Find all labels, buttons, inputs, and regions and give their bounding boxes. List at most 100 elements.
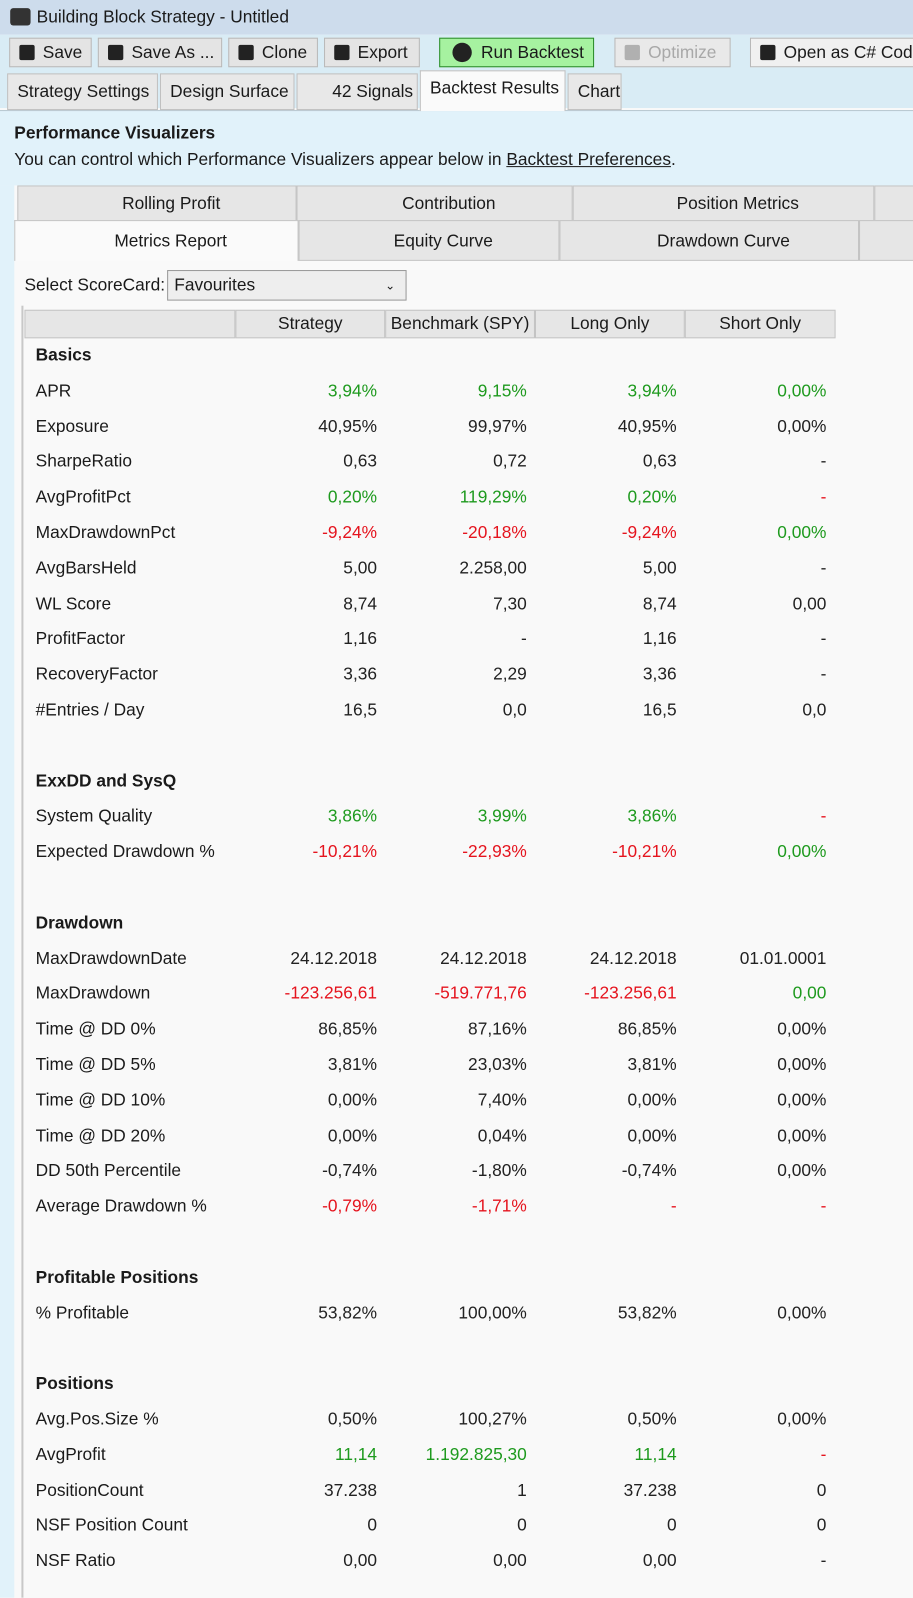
section-title: ExxDD and SysQ <box>35 770 177 791</box>
visualizer-tab[interactable]: Metrics Report <box>14 220 299 261</box>
metric-value: 11,14 <box>334 1444 378 1465</box>
metric-value: 0,0 <box>502 700 527 720</box>
metric-value: - <box>820 806 827 826</box>
visualizer-tab[interactable]: Contribution <box>296 185 573 222</box>
metric-value: - <box>820 1444 827 1465</box>
scorecard-select[interactable]: Favourites ⌄ <box>167 270 407 301</box>
button-icon <box>624 44 640 61</box>
tab[interactable]: 42 Signals <box>296 73 418 111</box>
column-header[interactable]: Strategy <box>235 309 386 339</box>
metric-name: Exposure <box>35 416 109 436</box>
metric-value: 2,29 <box>493 664 527 684</box>
column-header[interactable]: Benchmark (SPY) <box>385 309 535 339</box>
metric-value: 0,00% <box>777 1054 827 1075</box>
metric-value: 0,00% <box>777 841 827 862</box>
visualizer-tab[interactable] <box>859 220 913 261</box>
toolbar-button[interactable]: Optimize <box>614 37 731 68</box>
tab[interactable]: Backtest Results <box>419 70 566 112</box>
section-title: Basics <box>35 345 92 365</box>
tab[interactable]: Design Surface <box>159 73 295 111</box>
metric-value: 0 <box>367 1515 378 1536</box>
metric-value: -0,79% <box>322 1196 378 1216</box>
metric-value: 0,50% <box>327 1409 378 1429</box>
table-border <box>21 305 24 1598</box>
metric-value: 86,85% <box>318 1019 378 1039</box>
metric-value: - <box>820 487 827 507</box>
header-title: Performance Visualizers <box>14 123 216 143</box>
metric-name: MaxDrawdown <box>35 983 151 1004</box>
metric-value: 0,00% <box>777 1125 827 1145</box>
metric-value: 0,00% <box>777 1302 827 1323</box>
column-header[interactable]: Long Only <box>534 309 685 339</box>
metric-value: 0,00 <box>343 1551 378 1571</box>
table-header-cell <box>24 309 236 339</box>
app-icon <box>10 8 31 26</box>
metric-value: - <box>820 558 827 578</box>
metric-value: 1.192.825,30 <box>425 1444 527 1465</box>
metric-value: 0,00% <box>327 1125 378 1145</box>
toolbar-button[interactable]: Run Backtest <box>439 37 595 68</box>
metric-value: 3,99% <box>477 806 527 826</box>
metric-value: 0 <box>816 1515 827 1536</box>
metric-value: 99,97% <box>468 416 527 436</box>
visualizer-tab[interactable]: Position Metrics <box>572 185 875 222</box>
visualizer-tab[interactable] <box>874 185 913 222</box>
metric-value: 3,86% <box>627 806 677 826</box>
metric-value: 0,20% <box>327 487 378 507</box>
metric-value: -0,74% <box>322 1161 378 1181</box>
column-header[interactable]: Short Only <box>684 309 836 339</box>
metric-value: 1,16 <box>343 629 378 649</box>
metric-value: -519.771,76 <box>434 983 527 1004</box>
left-margin <box>0 185 15 1598</box>
metric-value: 3,36 <box>343 664 378 684</box>
toolbar-button[interactable]: Open as C# Code <box>749 37 913 68</box>
metric-value: -20,18% <box>462 522 527 543</box>
metric-value: 2.258,00 <box>459 558 527 578</box>
metric-value: 3,81% <box>327 1054 378 1075</box>
metric-value: 8,74 <box>642 593 677 614</box>
metric-name: Time @ DD 20% <box>35 1125 166 1145</box>
metric-value: -9,24% <box>322 522 378 543</box>
metric-value: 8,74 <box>343 593 378 614</box>
metric-name: NSF Ratio <box>35 1551 116 1571</box>
visualizer-tab[interactable]: Equity Curve <box>298 220 560 261</box>
dropdown-arrow: ⌄ <box>385 278 396 293</box>
metric-name: Time @ DD 5% <box>35 1054 156 1075</box>
window-title: Building Block Strategy - Untitled <box>36 7 289 27</box>
visualizer-tab[interactable]: Rolling Profit <box>17 185 297 222</box>
metric-value: 0,00 <box>642 1551 677 1571</box>
toolbar-button[interactable]: Save <box>9 37 92 68</box>
button-icon <box>238 44 254 61</box>
metric-value: 53,82% <box>617 1302 677 1323</box>
metric-value: 3,94% <box>327 380 378 401</box>
toolbar-button[interactable]: Save As ... <box>97 37 223 68</box>
metric-name: ProfitFactor <box>35 629 126 649</box>
metric-value: -10,21% <box>312 841 378 862</box>
metric-value: 24.12.2018 <box>290 948 378 968</box>
metric-value: 24.12.2018 <box>440 948 527 968</box>
metric-value: 23,03% <box>468 1054 527 1075</box>
metric-value: 0,00% <box>777 416 827 436</box>
metric-value: 3,36 <box>642 664 677 684</box>
metric-name: RecoveryFactor <box>35 664 158 684</box>
metric-value: -9,24% <box>621 522 677 543</box>
button-icon <box>334 44 350 61</box>
preferences-link[interactable]: Backtest Preferences <box>506 149 671 170</box>
metric-value: 16,5 <box>642 700 677 720</box>
metric-value: - <box>521 629 527 649</box>
toolbar-button[interactable]: Export <box>324 37 420 68</box>
metric-value: 53,82% <box>318 1302 378 1323</box>
toolbar-button[interactable]: Clone <box>228 37 318 68</box>
visualizer-tab[interactable]: Drawdown Curve <box>559 220 860 261</box>
metric-value: 0,63 <box>343 451 378 472</box>
metric-value: 16,5 <box>343 700 378 720</box>
metric-value: 0,00 <box>792 983 827 1004</box>
metric-name: DD 50th Percentile <box>35 1161 182 1181</box>
metric-value: 7,40% <box>477 1090 527 1110</box>
metric-name: AvgProfitPct <box>35 487 131 507</box>
tab[interactable]: Strategy Settings <box>7 73 158 111</box>
metric-value: 100,27% <box>458 1409 527 1429</box>
button-icon <box>452 42 472 63</box>
tab[interactable]: Chart <box>567 73 622 111</box>
